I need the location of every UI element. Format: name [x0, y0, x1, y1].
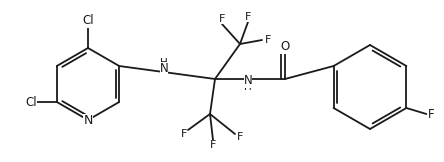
Text: F: F: [265, 35, 271, 45]
Text: F: F: [245, 12, 251, 22]
Text: Cl: Cl: [82, 15, 94, 28]
Text: F: F: [210, 140, 216, 150]
Text: F: F: [181, 129, 187, 139]
Text: F: F: [428, 108, 435, 121]
Text: N: N: [83, 114, 93, 127]
Text: H: H: [244, 82, 252, 92]
Text: F: F: [237, 132, 243, 142]
Text: N: N: [160, 62, 168, 75]
Text: Cl: Cl: [25, 96, 37, 109]
Text: N: N: [244, 75, 252, 87]
Text: F: F: [219, 14, 225, 24]
Text: O: O: [280, 40, 289, 53]
Text: H: H: [160, 58, 168, 68]
